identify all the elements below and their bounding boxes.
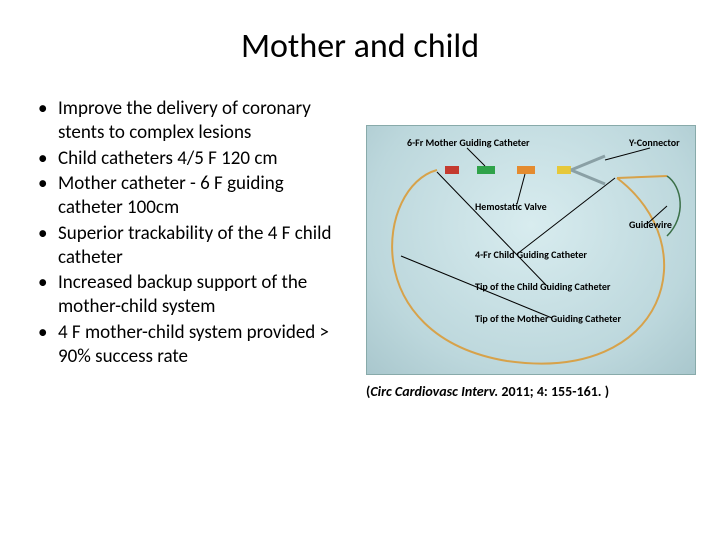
citation: (Circ Cardiovasc Interv. 2011; 4: 155-16…: [366, 383, 690, 400]
label-hemostatic-valve: Hemostatic Valve: [475, 200, 547, 213]
figure-column: 6-Fr Mother Guiding Catheter Y-Connector…: [360, 97, 690, 400]
label-mother-6f: 6-Fr Mother Guiding Catheter: [407, 136, 530, 149]
catheter-figure: 6-Fr Mother Guiding Catheter Y-Connector…: [366, 125, 696, 375]
yconnector-tube: [571, 156, 605, 170]
yconnector-tube-2: [571, 170, 605, 184]
child-extension-path: [617, 176, 667, 178]
list-item: Improve the delivery of coronary stents …: [30, 97, 352, 145]
label-tip-child: Tip of the Child Guiding Catheter: [475, 280, 610, 293]
label-y-connector: Y-Connector: [629, 136, 680, 149]
hub-green: [477, 166, 495, 174]
citation-journal: Circ Cardiovasc Interv.: [370, 383, 501, 400]
leader-line: [517, 178, 615, 254]
bullet-column: Improve the delivery of coronary stents …: [30, 97, 360, 370]
bullet-list: Improve the delivery of coronary stents …: [30, 97, 352, 368]
label-child-4f: 4-Fr Child Guiding Catheter: [475, 248, 587, 261]
list-item: Mother catheter - 6 F guiding catheter 1…: [30, 172, 352, 220]
list-item: Child catheters 4/5 F 120 cm: [30, 147, 352, 171]
list-item: 4 F mother-child system provided > 90% s…: [30, 321, 352, 369]
leader-line: [437, 172, 547, 286]
hub-red: [445, 166, 459, 174]
slide-title: Mother and child: [30, 26, 690, 67]
leader-line: [467, 148, 485, 166]
list-item: Superior trackability of the 4 F child c…: [30, 222, 352, 270]
leader-line: [605, 148, 650, 160]
label-tip-mother: Tip of the Mother Guiding Catheter: [475, 312, 621, 325]
label-guidewire: Guidewire: [629, 218, 672, 231]
citation-rest: 2011; 4: 155-161. ): [501, 383, 609, 400]
slide-body: Improve the delivery of coronary stents …: [30, 97, 690, 400]
hub-yellow: [557, 166, 571, 174]
slide: Mother and child Improve the delivery of…: [0, 0, 720, 540]
list-item: Increased backup support of the mother-c…: [30, 271, 352, 319]
hub-orange: [517, 166, 535, 174]
